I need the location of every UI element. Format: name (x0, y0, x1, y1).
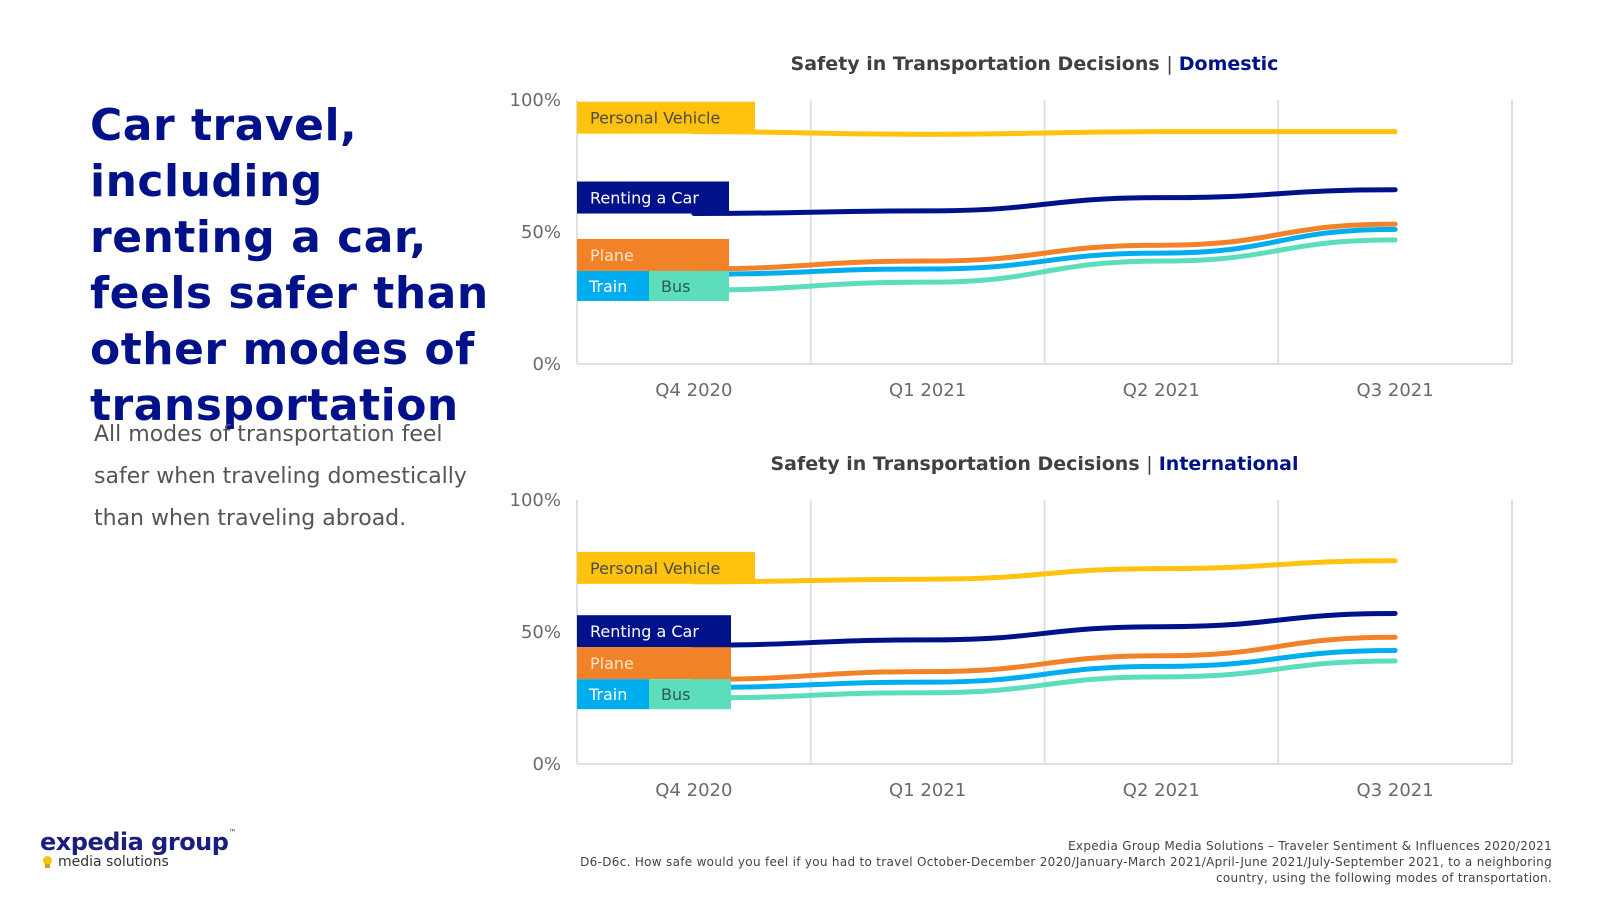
series-line (691, 129, 1398, 137)
chart-title-separator: | (1146, 453, 1158, 475)
lightbulb-icon (42, 856, 52, 868)
legend-bus: Bus (649, 270, 729, 301)
legend-renting-a-car: Renting a Car (577, 615, 731, 648)
legend-personal-vehicle: Personal Vehicle (577, 551, 755, 584)
legend-label: Plane (590, 246, 634, 265)
x-tick-label: Q4 2020 (655, 780, 732, 801)
legend-train: Train (577, 679, 649, 710)
x-tick-label: Q4 2020 (655, 380, 732, 401)
headline: Car travel, including renting a car, fee… (90, 100, 489, 431)
series-bus (691, 237, 1398, 293)
y-tick-label: 100% (510, 90, 561, 111)
y-tick-label: 50% (521, 222, 561, 243)
legend-label: Personal Vehicle (590, 559, 720, 578)
logo-sub-text: media solutions (58, 854, 169, 870)
series-line (691, 658, 1398, 701)
footer: Expedia Group Media Solutions – Traveler… (552, 838, 1552, 886)
chart-title-highlight: International (1159, 453, 1299, 475)
legend-label: Personal Vehicle (590, 109, 720, 128)
logo-main-text: expedia group (40, 828, 229, 856)
chart-domestic-svg: Safety in Transportation Decisions | Dom… (510, 53, 1513, 401)
series-line (691, 221, 1398, 272)
series-line (691, 558, 1398, 585)
series-personal-vehicle (691, 129, 1398, 137)
legend-swatch (577, 615, 731, 648)
x-tick-label: Q3 2021 (1357, 380, 1434, 401)
legend-swatch (577, 181, 729, 214)
legend-bus: Bus (649, 679, 731, 710)
legend-label: Bus (661, 685, 690, 704)
legend-swatch (577, 101, 755, 134)
y-tick-label: 0% (532, 354, 561, 375)
legend-swatch (577, 238, 729, 271)
series-line (691, 187, 1398, 217)
logo-tm: ™ (228, 828, 236, 837)
legend-label: Plane (590, 654, 634, 673)
chart-title: Safety in Transportation Decisions | Int… (770, 453, 1298, 475)
legend-swatch (577, 647, 731, 680)
chart-title-separator: | (1166, 53, 1178, 75)
legend-plane: Plane (577, 647, 731, 680)
chart-title: Safety in Transportation Decisions | Dom… (791, 53, 1279, 75)
legend-swatch (577, 679, 649, 710)
legend-personal-vehicle: Personal Vehicle (577, 101, 755, 134)
x-tick-label: Q1 2021 (889, 380, 966, 401)
gridlines (576, 100, 1513, 364)
series-line (691, 647, 1398, 690)
subtext: All modes of transportation feel safer w… (94, 422, 467, 531)
y-tick-label: 100% (510, 490, 561, 511)
x-tick-label: Q2 2021 (1123, 780, 1200, 801)
x-tick-label: Q1 2021 (889, 780, 966, 801)
legend-label: Bus (661, 277, 690, 296)
legend-label: Train (588, 685, 627, 704)
chart-domestic: Safety in Transportation Decisions | Dom… (510, 48, 1550, 402)
legend-label: Renting a Car (590, 622, 699, 641)
chart-title-main: Safety in Transportation Decisions (770, 453, 1146, 475)
x-tick-label: Q3 2021 (1357, 780, 1434, 801)
chart-international: Safety in Transportation Decisions | Int… (510, 448, 1550, 802)
expedia-logo: expedia group™ media solutions (40, 828, 236, 870)
chart-title-highlight: Domestic (1179, 53, 1279, 75)
legend-label: Train (588, 277, 627, 296)
chart-international-svg: Safety in Transportation Decisions | Int… (510, 453, 1513, 801)
legend-plane: Plane (577, 238, 729, 271)
y-tick-label: 0% (532, 754, 561, 775)
y-tick-label: 50% (521, 622, 561, 643)
legend-swatch (649, 679, 731, 710)
series-line (691, 226, 1398, 277)
footer-question: D6-D6c. How safe would you feel if you h… (580, 855, 1552, 885)
series-line (691, 634, 1398, 683)
legend-train: Train (577, 270, 649, 301)
legend-swatch (577, 551, 755, 584)
x-tick-label: Q2 2021 (1123, 380, 1200, 401)
legend-renting-a-car: Renting a Car (577, 181, 729, 214)
footer-source: Expedia Group Media Solutions – Traveler… (1068, 839, 1552, 853)
legend-label: Renting a Car (590, 189, 699, 208)
legend-swatch (649, 270, 729, 301)
legend-swatch (577, 270, 649, 301)
series-line (691, 237, 1398, 293)
series-line (691, 611, 1398, 648)
chart-title-main: Safety in Transportation Decisions (791, 53, 1167, 75)
